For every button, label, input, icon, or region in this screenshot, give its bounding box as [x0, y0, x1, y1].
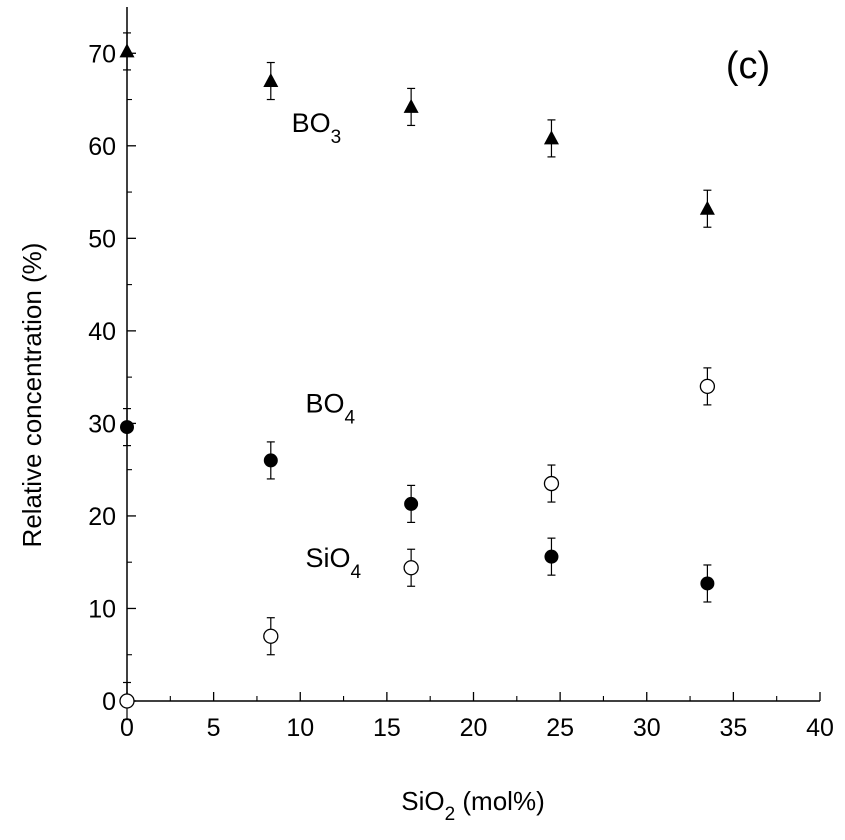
data-point — [543, 475, 560, 492]
x-axis-title: SiO2 (mol%) — [401, 786, 544, 825]
y-tick-label: 0 — [102, 688, 116, 716]
panel-label: (c) — [726, 45, 770, 87]
data-point — [119, 693, 135, 709]
x-axis-title-sub: 2 — [445, 804, 456, 825]
series-layer — [119, 32, 716, 721]
data-point — [699, 200, 715, 215]
x-tick-label: 20 — [460, 714, 488, 742]
data-point — [120, 420, 134, 435]
data-point — [403, 560, 419, 576]
data-point — [263, 73, 279, 88]
x-axis-title-main: SiO — [401, 786, 444, 816]
data-point — [263, 628, 279, 644]
x-tick-label: 5 — [207, 714, 221, 742]
x-tick-label: 35 — [719, 714, 747, 742]
series-bo4 — [120, 407, 715, 603]
y-tick-label: 40 — [88, 318, 116, 346]
y-tick-label: 60 — [88, 133, 116, 161]
data-point — [699, 378, 716, 395]
series-sio4 — [119, 367, 716, 721]
data-point — [404, 496, 419, 511]
y-axis-title: Relative concentration (%) — [17, 243, 47, 548]
x-tick-label: 40 — [806, 714, 834, 742]
data-point — [543, 130, 559, 145]
series-annotation: SiO4 — [305, 543, 361, 583]
y-tick-label: 70 — [88, 40, 116, 68]
x-tick-label: 15 — [373, 714, 401, 742]
data-point — [544, 549, 559, 564]
y-tick-label: 50 — [88, 225, 116, 253]
y-tick-label: 10 — [88, 595, 116, 623]
series-annotation: BO3 — [292, 108, 342, 148]
data-point — [700, 576, 715, 591]
x-axis-title-rest: (mol%) — [455, 786, 545, 816]
data-point — [119, 43, 135, 58]
data-point — [263, 453, 278, 468]
series-annotation: BO4 — [305, 388, 355, 428]
series-bo3 — [119, 32, 715, 228]
annotations: BO3 BO4 SiO4 — [292, 108, 362, 583]
x-tick-label: 30 — [633, 714, 661, 742]
x-tick-label: 0 — [120, 714, 134, 742]
y-tick-label: 30 — [88, 410, 116, 438]
x-tick-label: 25 — [546, 714, 574, 742]
x-tick-label: 10 — [286, 714, 314, 742]
data-point — [403, 98, 419, 113]
axes: 0 5 10 15 20 25 30 35 40 0 10 20 30 40 50 60 70 — [88, 7, 834, 742]
y-tick-label: 20 — [88, 503, 116, 531]
